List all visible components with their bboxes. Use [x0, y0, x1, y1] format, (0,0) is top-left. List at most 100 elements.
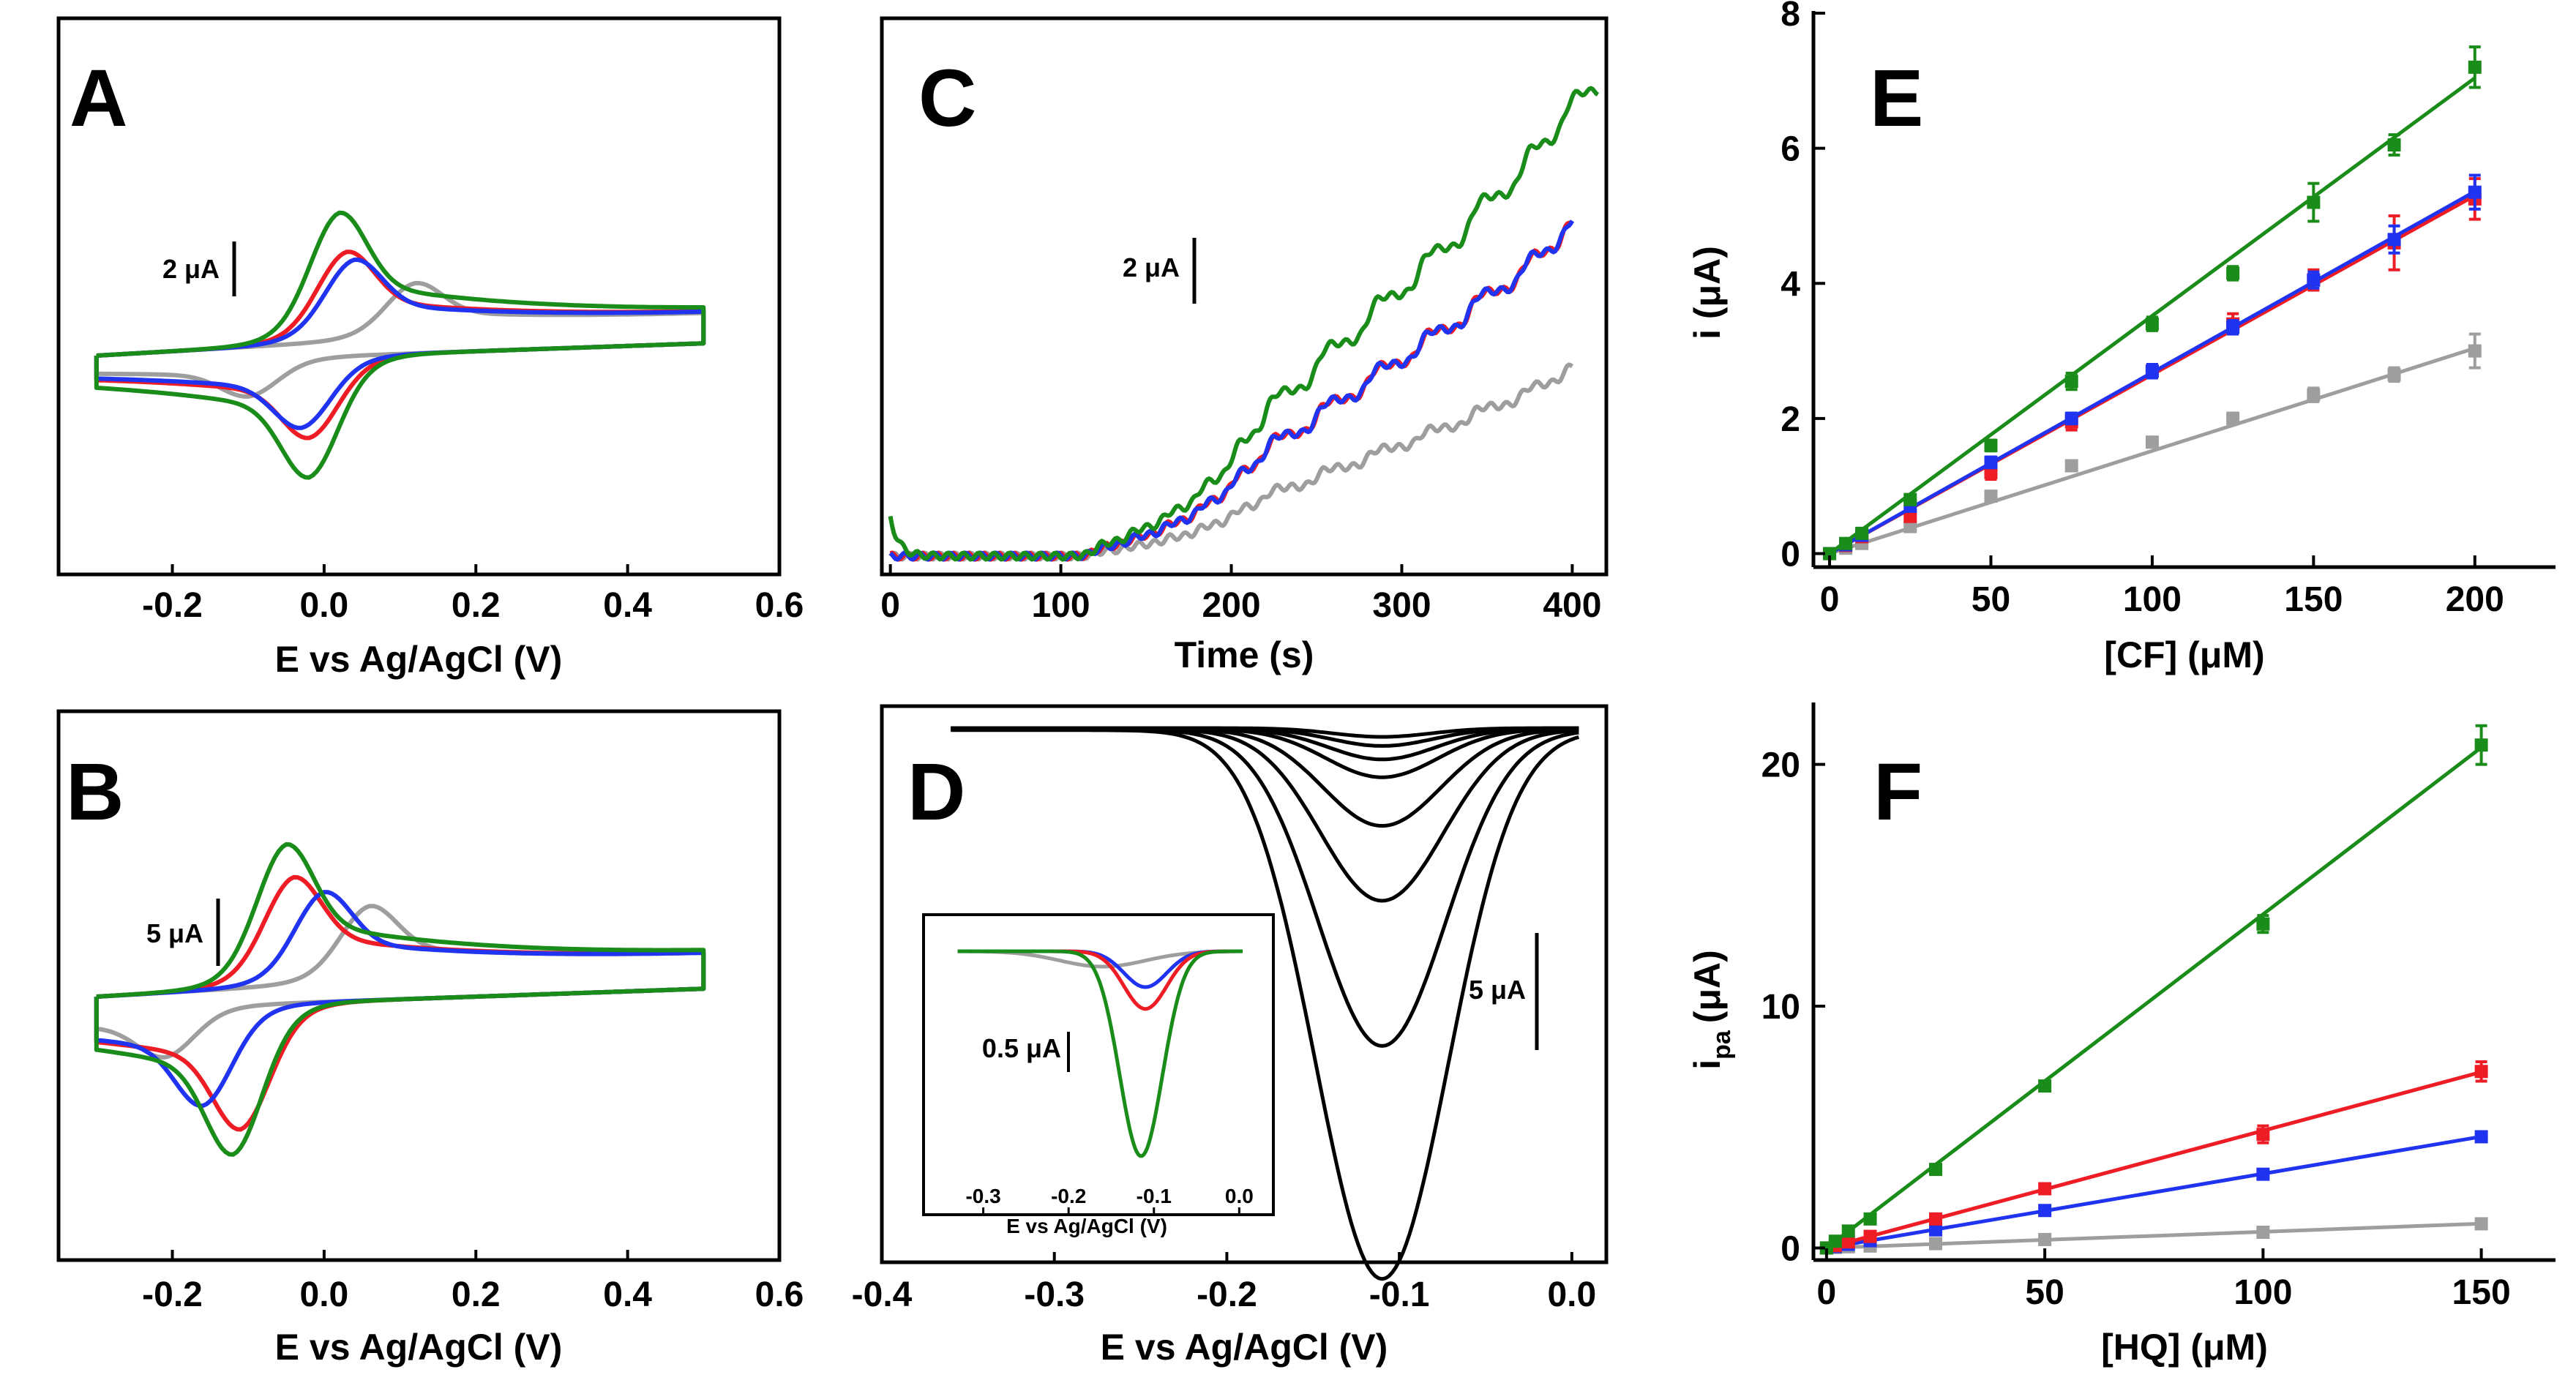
panel-f-green-point — [2474, 738, 2488, 752]
panel-a-xtick-label: 0.4 — [603, 586, 652, 625]
panel-f-green-point — [1828, 1234, 1842, 1248]
panel-a: A -0.2 0.0 0.2 0.4 0.6 E vs Ag/AgCl (V) 2 μA — [56, 16, 804, 680]
panel-f-blue-point — [2038, 1204, 2052, 1218]
panel-e-gray-point — [1984, 490, 1998, 503]
panel-a-xtick-label: 0.2 — [452, 586, 501, 625]
panel-f-red-fit-line — [1826, 1070, 2482, 1250]
panel-c-xtick-label: 0 — [880, 586, 900, 625]
panel-f-red-point — [1841, 1235, 1855, 1249]
panel-e-ylabel: i (μA) — [1687, 246, 1728, 340]
panel-e: E 0 50 100 150 200 0 2 4 6 8 [CF] (μM) i (μA) — [1687, 0, 2556, 675]
panel-c-xlabel: Time (s) — [1175, 634, 1314, 675]
panel-e-blue-point — [2226, 321, 2240, 334]
panel-d-label: D — [907, 747, 965, 837]
panel-e-green-point — [1855, 526, 1869, 540]
inset-scale-label: 0.5 μA — [982, 1033, 1061, 1063]
panel-b-xtick-label: -0.2 — [142, 1275, 203, 1314]
panel-c-xtick-label: 400 — [1543, 586, 1601, 625]
panel-f-blue-point — [1929, 1223, 1943, 1237]
panel-a-label: A — [70, 53, 127, 143]
panel-f-red-point — [1929, 1212, 1943, 1226]
panel-f-gray-fit-line — [1826, 1221, 2482, 1250]
panel-f-series — [1819, 724, 2488, 1255]
panel-e-gray-point — [2307, 388, 2321, 402]
inset-xtick-label: -0.3 — [965, 1185, 1000, 1207]
panel-b-frame — [56, 709, 782, 1262]
panel-e-green-point — [2064, 375, 2078, 389]
panel-f-ytick-label: 0 — [1781, 1229, 1800, 1268]
panel-f-blue-fit-line — [1826, 1134, 2482, 1250]
panel-e-green-point — [1823, 547, 1837, 561]
panel-c-xtick-label: 100 — [1032, 586, 1090, 625]
panel-e-series — [1823, 45, 2482, 561]
panel-f-xtick-label: 0 — [1817, 1273, 1837, 1312]
panel-f-green-point — [1863, 1212, 1877, 1226]
panel-a-green-curve — [94, 210, 706, 480]
panel-d-dpv-curve — [951, 728, 1580, 1281]
panel-d-xlabel: E vs Ag/AgCl (V) — [1101, 1327, 1388, 1368]
panel-f-blue-point — [2474, 1130, 2488, 1144]
panel-e-xtick-label: 100 — [2123, 580, 2182, 619]
panel-e-xtick-label: 50 — [1972, 580, 2010, 619]
panel-a-xtick-label: 0.6 — [755, 586, 804, 625]
panel-a-xticks: -0.2 0.0 0.2 0.4 0.6 — [142, 564, 804, 625]
panel-f-green-point — [2256, 917, 2270, 931]
panel-e-green-point — [1839, 536, 1853, 550]
panel-f: F 0 50 100 150 0 10 20 [HQ] (μM) ipa (μA) — [1687, 702, 2556, 1368]
panel-c-xtick-label: 300 — [1372, 586, 1431, 625]
panel-a-frame — [56, 16, 782, 577]
inset-xlabel: E vs Ag/AgCl (V) — [1006, 1215, 1167, 1237]
panel-f-ylabel-main: i — [1687, 1060, 1728, 1070]
panel-d-xtick-label: -0.4 — [852, 1275, 913, 1314]
panel-f-green-point — [1929, 1163, 1943, 1177]
panel-d-inset: -0.3 -0.2 -0.1 0.0 E vs Ag/AgCl (V) 0.5 μA — [922, 913, 1275, 1237]
panel-e-gray-point — [2064, 459, 2078, 473]
panel-f-red-point — [2474, 1065, 2488, 1079]
panel-f-gray-point — [2256, 1226, 2270, 1239]
panel-d-xtick-label: -0.3 — [1024, 1275, 1085, 1314]
panel-e-green-point — [1984, 438, 1998, 452]
panel-f-ytick-label: 20 — [1761, 746, 1800, 785]
panel-e-ytick-label: 8 — [1781, 0, 1800, 34]
panel-c-xtick-label: 200 — [1202, 586, 1260, 625]
panel-f-gray-point — [1929, 1237, 1943, 1251]
panel-f-ytick-label: 10 — [1761, 988, 1800, 1027]
panel-f-ylabel-unit: (μA) — [1687, 950, 1728, 1023]
panel-c-blue-trace — [888, 220, 1575, 562]
panel-f-xlabel: [HQ] (μM) — [2101, 1327, 2268, 1368]
panel-d: D -0.4 -0.3 -0.2 -0.1 0.0 E vs Ag/AgCl (V) 5… — [852, 704, 1609, 1368]
panel-d-dpv-curve — [951, 727, 1579, 828]
panel-e-gray-point — [2468, 344, 2482, 358]
panel-e-red-point — [1903, 509, 1917, 523]
panel-f-label: F — [1873, 747, 1922, 837]
panel-e-xtick-label: 150 — [2284, 580, 2343, 619]
inset-xtick-label: -0.1 — [1137, 1185, 1172, 1207]
panel-e-gray-point — [1903, 520, 1917, 533]
panel-a-xtick-label: -0.2 — [142, 586, 203, 625]
panel-f-ylabel: ipa (μA) — [1687, 950, 1736, 1070]
inset-green-curve — [957, 949, 1243, 1158]
panel-e-ytick-label: 0 — [1781, 536, 1800, 574]
panel-f-red-point — [2038, 1182, 2052, 1196]
panel-e-blue-point — [2145, 364, 2159, 378]
panel-d-curves — [951, 726, 1580, 1281]
panel-e-blue-point — [2387, 233, 2401, 247]
panel-e-ticks: 0 50 100 150 200 0 2 4 6 8 — [1781, 0, 2504, 619]
panel-e-ytick-label: 2 — [1781, 400, 1800, 439]
panel-f-gray-point — [2038, 1232, 2052, 1246]
inset-xtick-label: -0.2 — [1051, 1185, 1086, 1207]
panel-f-xtick-label: 50 — [2025, 1273, 2064, 1312]
panel-e-gray-fit-line — [1829, 346, 2476, 555]
panel-b-curves — [94, 842, 706, 1157]
panel-e-ytick-label: 6 — [1781, 130, 1800, 169]
panel-e-green-point — [2145, 317, 2159, 331]
panel-e-gray-point — [2145, 435, 2159, 449]
inset-xticks: -0.3 -0.2 -0.1 0.0 — [965, 1185, 1254, 1215]
panel-b-xtick-label: 0.2 — [452, 1275, 501, 1314]
panel-f-blue-point — [2256, 1167, 2270, 1181]
panel-b-xtick-label: 0.4 — [603, 1275, 652, 1314]
panel-b-red-curve — [94, 874, 706, 1132]
panel-e-xtick-label: 200 — [2446, 580, 2504, 619]
panel-e-blue-point — [1984, 455, 1998, 469]
